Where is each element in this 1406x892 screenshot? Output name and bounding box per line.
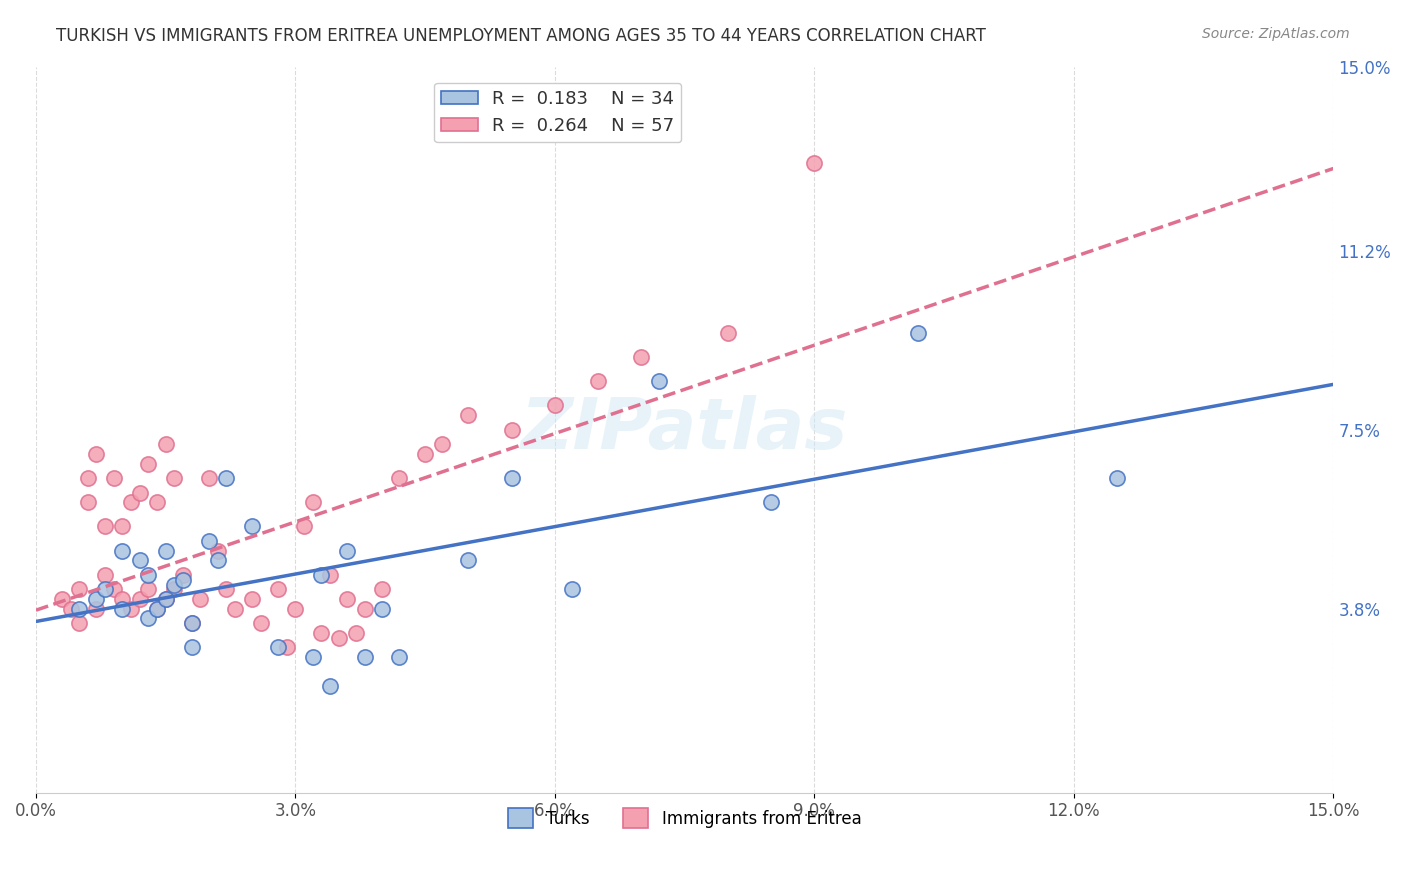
Point [457,408,479,422]
Point [292,519,315,533]
Text: Source: ZipAtlas.com: Source: ZipAtlas.com [1202,27,1350,41]
Point [301,650,323,665]
Point [388,471,411,485]
Point [111,543,134,558]
Point [267,640,290,655]
Point [371,601,394,615]
Point [630,350,652,364]
Point [432,437,454,451]
Point [146,495,169,509]
Point [319,567,342,582]
Point [240,519,263,533]
Point [250,616,273,631]
Point [138,582,160,597]
Point [51,592,73,607]
Point [328,631,350,645]
Point [94,582,117,597]
Text: ZIPatlas: ZIPatlas [522,395,848,464]
Text: TURKISH VS IMMIGRANTS FROM ERITREA UNEMPLOYMENT AMONG AGES 35 TO 44 YEARS CORREL: TURKISH VS IMMIGRANTS FROM ERITREA UNEMP… [56,27,986,45]
Point [388,650,411,665]
Point [59,601,82,615]
Point [120,495,142,509]
Point [163,471,186,485]
Point [138,611,160,625]
Point [86,601,108,615]
Point [267,582,290,597]
Point [111,601,134,615]
Point [759,495,782,509]
Point [94,567,117,582]
Point [67,601,90,615]
Point [128,553,150,567]
Point [180,616,202,631]
Point [198,533,221,548]
Point [163,577,186,591]
Point [120,601,142,615]
Point [138,567,160,582]
Point [172,573,194,587]
Point [586,374,609,388]
Point [501,423,523,437]
Point [128,485,150,500]
Point [103,471,125,485]
Point [67,616,90,631]
Point [67,582,90,597]
Point [353,601,375,615]
Point [215,471,238,485]
Point [240,592,263,607]
Point [1107,471,1129,485]
Point [907,326,929,340]
Point [561,582,583,597]
Point [155,543,177,558]
Point [457,553,479,567]
Point [336,592,359,607]
Point [155,592,177,607]
Point [180,616,202,631]
Point [111,592,134,607]
Point [544,399,567,413]
Point [353,650,375,665]
Point [155,437,177,451]
Point [86,447,108,461]
Point [224,601,246,615]
Point [86,592,108,607]
Point [301,495,323,509]
Point [648,374,671,388]
Point [207,543,229,558]
Point [344,626,367,640]
Point [311,626,333,640]
Point [215,582,238,597]
Point [180,640,202,655]
Point [207,553,229,567]
Point [311,567,333,582]
Point [172,567,194,582]
Point [276,640,298,655]
Point [155,592,177,607]
Legend: Turks, Immigrants from Eritrea: Turks, Immigrants from Eritrea [502,802,868,835]
Point [803,156,825,170]
Point [163,582,186,597]
Point [128,592,150,607]
Point [138,457,160,471]
Point [717,326,740,340]
Point [94,519,117,533]
Point [76,495,98,509]
Point [198,471,221,485]
Point [319,679,342,693]
Point [284,601,307,615]
Point [111,519,134,533]
Point [103,582,125,597]
Point [188,592,211,607]
Point [413,447,436,461]
Point [146,601,169,615]
Point [146,601,169,615]
Point [336,543,359,558]
Point [501,471,523,485]
Point [76,471,98,485]
Point [371,582,394,597]
